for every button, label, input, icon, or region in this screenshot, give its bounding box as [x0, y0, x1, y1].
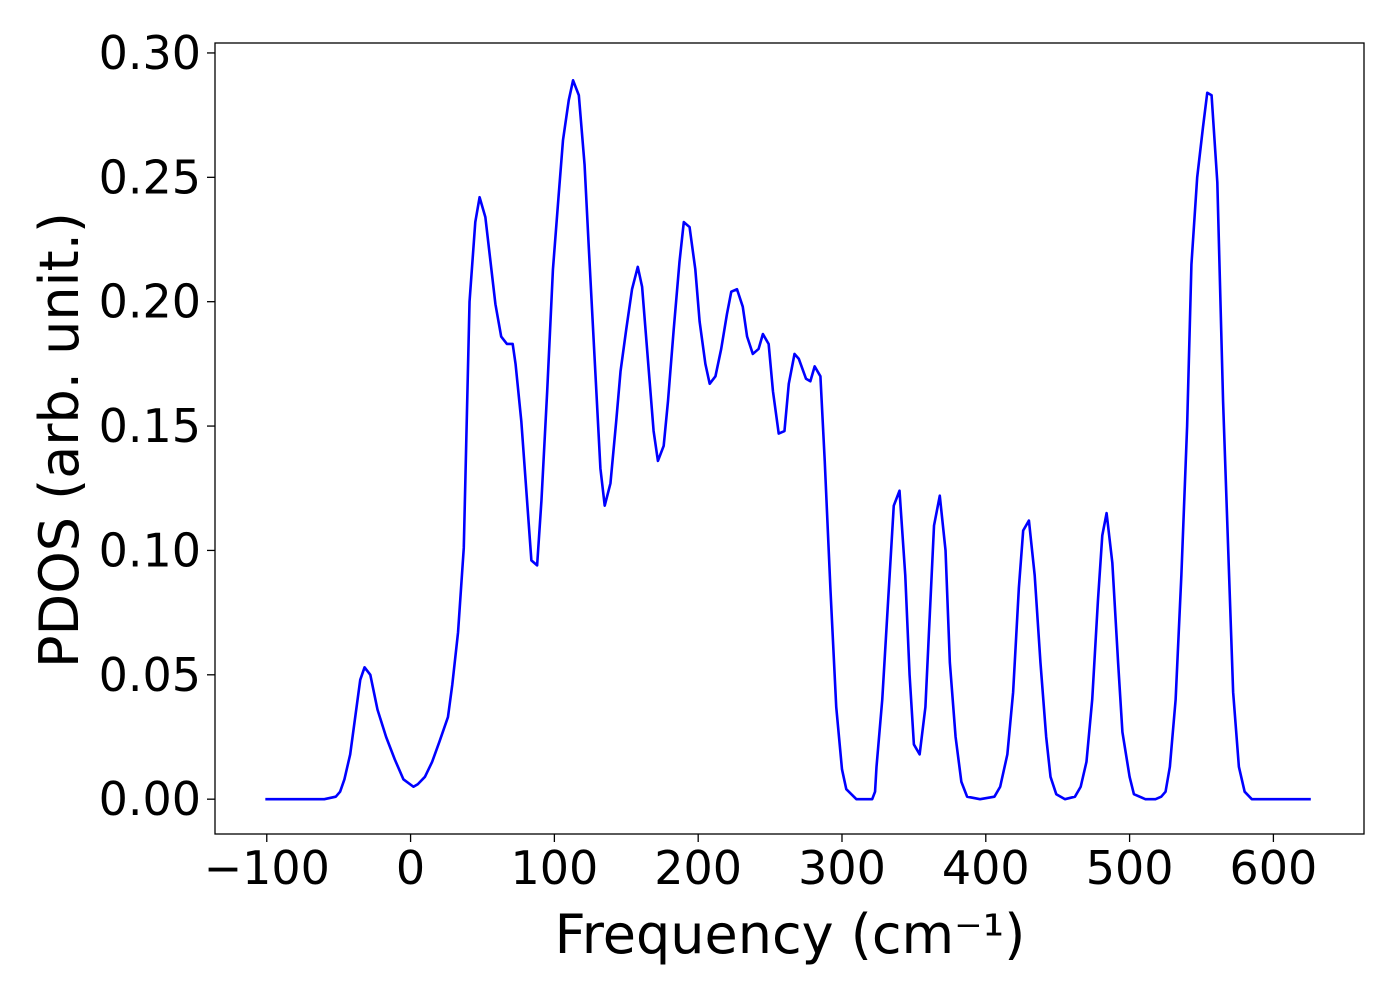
x-axis-label: Frequency (cm⁻¹)	[555, 903, 1026, 966]
y-tick-label: 0.00	[99, 772, 201, 826]
y-tick-label: 0.20	[99, 275, 201, 329]
y-tick-label: 0.30	[99, 26, 201, 80]
plot-frame	[214, 42, 1365, 835]
x-tick-label: 600	[1229, 841, 1317, 895]
x-tick-label: 0	[396, 841, 425, 895]
y-tick-label: 0.25	[99, 150, 201, 204]
x-tick-label: 200	[654, 841, 742, 895]
pdos-line	[265, 79, 1311, 801]
y-tick-label: 0.05	[99, 648, 201, 702]
x-tick-label: 100	[510, 841, 598, 895]
y-axis-label: PDOS (arb. unit.)	[28, 212, 91, 668]
y-tick-label: 0.10	[99, 523, 201, 577]
x-tick-label: −100	[204, 841, 330, 895]
x-tick-label: 400	[942, 841, 1030, 895]
x-tick-label: 300	[798, 841, 886, 895]
x-tick-label: 500	[1086, 841, 1174, 895]
y-tick-label: 0.15	[99, 399, 201, 453]
